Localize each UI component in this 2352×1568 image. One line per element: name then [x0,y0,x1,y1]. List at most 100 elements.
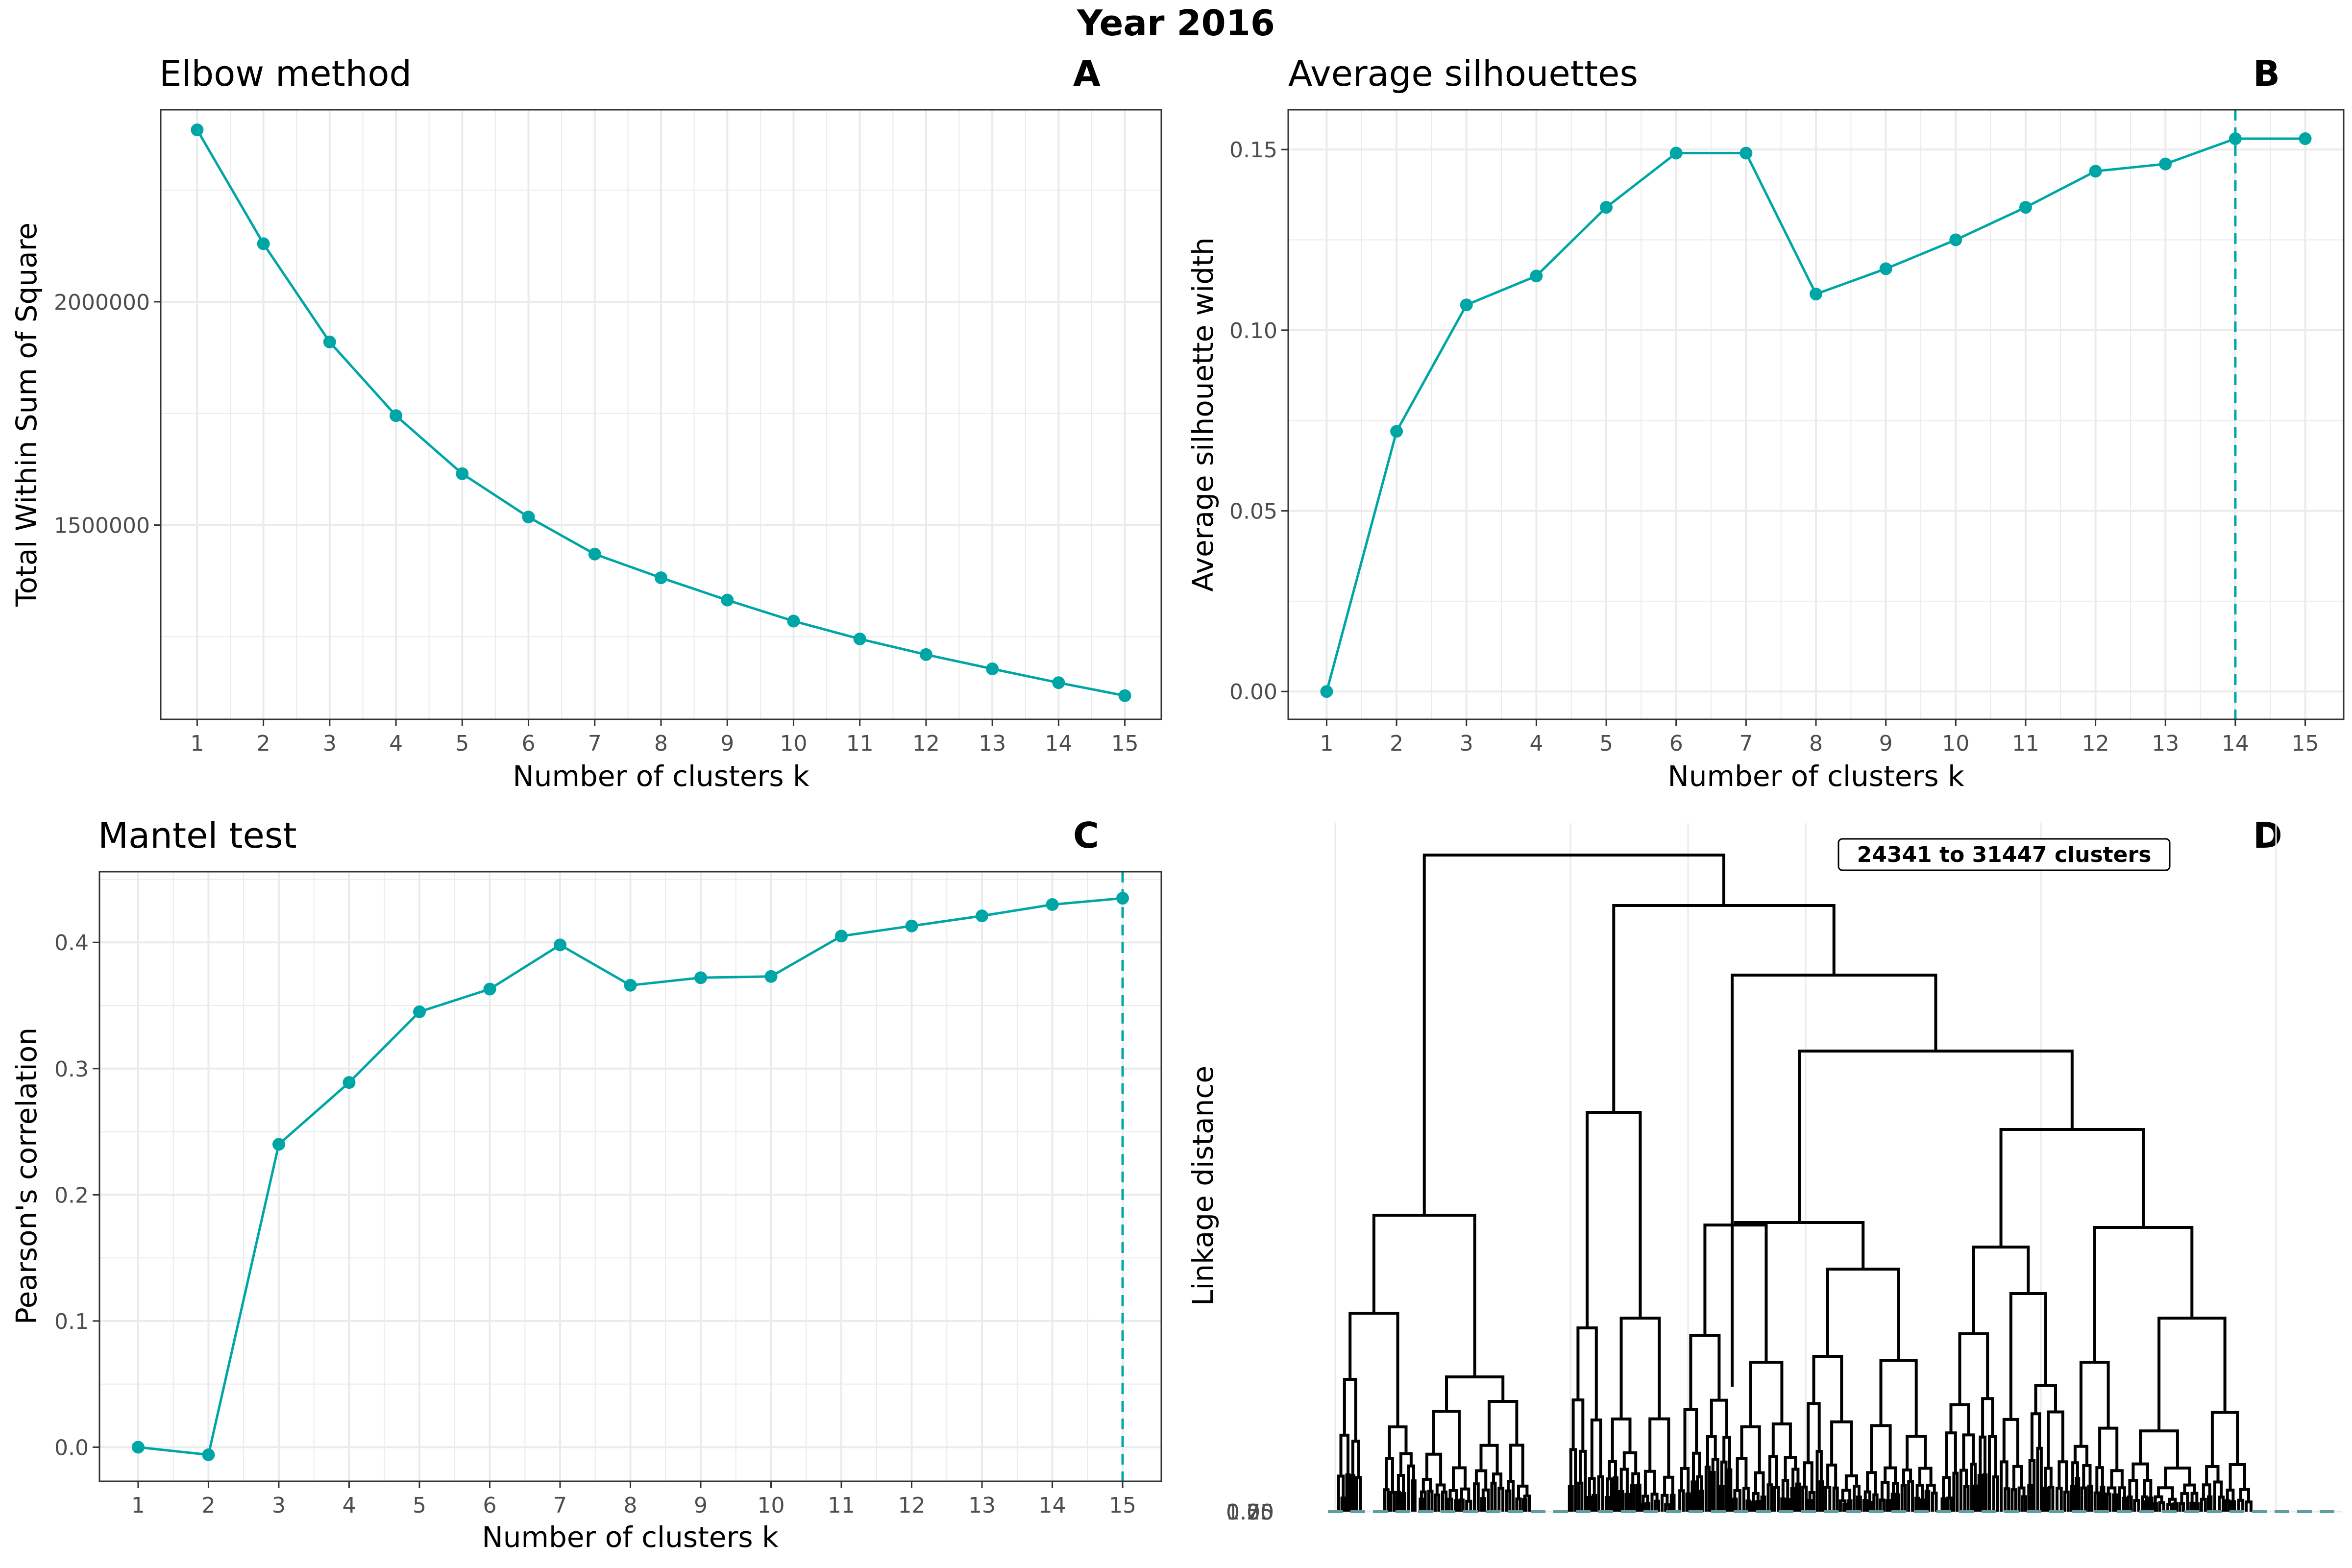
panel-b-x-tick-label: 14 [2222,731,2249,756]
panel-b-x-tick-label: 11 [2012,731,2039,756]
panel-dendrogram: D 0.000.250.500.751.00 24341 to 31447 cl… [1186,815,2342,1525]
panel-a-x-tick-label: 12 [912,731,940,756]
panel-c-y-tick-label: 0.4 [54,931,89,956]
panel-c-data-point [1116,892,1129,905]
panel-b-y-tick-label: 0.15 [1229,138,1277,163]
panel-d-y-tick-label: 0.75 [1226,1500,1274,1525]
panel-c-marks [131,872,1129,1481]
panel-b-x-tick-label: 5 [1599,731,1613,756]
panel-a-tag: A [1073,53,1101,94]
panel-c-ticks: 1 2 3 4 5 6 7 8 9 10 11 12 13 14 150.00.10.20.30.4 [54,931,1136,1518]
panel-a-x-tick-label: 10 [780,731,807,756]
panel-d-y-tick-label: 1.00 [1226,1500,1274,1525]
panel-average-silhouettes: Average silhouettes B 1 2 3 4 5 6 7 8 9 10 11 12 13 1… [1186,53,2345,793]
panel-a-data-point [721,593,734,607]
panel-b-data-point [1949,233,1962,246]
panel-c-x-tick-label: 9 [694,1493,708,1518]
panel-a-data-point [588,547,601,561]
panel-c-tag: C [1073,815,1099,856]
panel-a-data-point [390,409,403,422]
panel-a-data-point [456,467,469,480]
panel-a-x-tick-label: 11 [846,731,874,756]
panel-c-data-point [624,979,637,992]
panel-c-data-point [202,1448,215,1461]
panel-a-data-point [323,335,336,348]
panel-a-data-point [655,571,667,585]
panel-a-x-tick-label: 14 [1045,731,1072,756]
panel-c-x-tick-label: 8 [624,1493,637,1518]
panel-b-data-point [2089,165,2102,178]
panel-c-x-tick-label: 12 [898,1493,926,1518]
panel-a-data-point [191,123,204,137]
panel-b-data-point [2229,132,2242,145]
panel-a-x-tick-label: 13 [979,731,1006,756]
panel-c-y-tick-label: 0.3 [54,1057,89,1082]
panel-a-data-point [853,632,866,645]
panel-b-x-axis-title: Number of clusters k [1667,760,1964,793]
panel-b-data-point [1879,262,1892,275]
panel-b-x-tick-label: 9 [1879,731,1893,756]
panel-a-data-point [522,511,535,524]
panel-c-title: Mantel test [98,815,297,856]
cluster-range-label: 24341 to 31447 clusters [1838,838,2171,871]
panel-b-ticks: 1 2 3 4 5 6 7 8 9 10 11 12 13 14 150.000.050.100.15 [1229,138,2319,756]
panel-b-x-tick-label: 12 [2082,731,2109,756]
panel-b-x-tick-label: 10 [1942,731,1969,756]
panel-c-data-point [694,971,708,984]
panel-c-data-point [272,1138,285,1151]
panel-a-x-tick-label: 9 [720,731,734,756]
panel-mantel-test: Mantel test C 1 2 3 4 5 6 7 8 9 10 11 12 13 14 150.00.… [10,815,1162,1554]
panel-b-grid [1288,110,2344,719]
panel-b-data-point [1740,147,1753,160]
panel-b-y-axis-title: Average silhouette width [1186,237,1220,591]
panel-c-x-tick-label: 15 [1109,1493,1136,1518]
panel-c-data-point [976,909,989,923]
panel-a-title: Elbow method [159,53,412,94]
panel-c-x-tick-label: 11 [828,1493,855,1518]
panel-a-x-tick-label: 2 [257,731,270,756]
panel-b-x-tick-label: 13 [2152,731,2179,756]
panel-c-y-tick-label: 0.2 [54,1183,89,1208]
panel-b-x-tick-label: 6 [1669,731,1683,756]
panel-b-x-tick-label: 1 [1320,731,1333,756]
panel-c-y-tick-label: 0.0 [54,1435,89,1460]
panel-c-data-point [764,970,778,983]
panel-c-data-point [413,1005,426,1018]
panel-a-data-point [986,662,999,676]
panel-a-x-tick-label: 7 [588,731,602,756]
panel-a-data-point [919,648,932,661]
panel-a-x-tick-label: 15 [1111,731,1139,756]
panel-c-x-tick-label: 3 [272,1493,286,1518]
panel-b-x-tick-label: 4 [1529,731,1543,756]
panel-a-x-tick-label: 5 [455,731,469,756]
figure-title: Year 2016 [1077,2,1275,44]
panel-c-data-point [343,1076,356,1089]
panel-a-y-axis-title: Total Within Sum of Square [10,222,43,607]
panel-c-data-point [553,938,566,952]
panel-c-x-tick-label: 6 [483,1493,496,1518]
panel-a-x-tick-label: 4 [389,731,403,756]
panel-b-data-point [1600,201,1613,214]
panel-c-x-tick-label: 10 [758,1493,785,1518]
panel-b-x-tick-label: 7 [1739,731,1753,756]
panel-b-data-point [1810,288,1822,301]
cluster-range-label-box [1838,838,2171,871]
panel-b-x-tick-label: 3 [1460,731,1473,756]
panel-a-data-point [787,614,800,628]
panel-a-x-tick-label: 1 [190,731,204,756]
panel-b-x-tick-label: 2 [1390,731,1403,756]
panel-b-data-point [2019,201,2032,214]
panel-d-ticks: 0.000.250.500.751.00 [1226,1500,1274,1525]
panel-b-data-point [1320,685,1333,698]
panel-b-data-point [1460,298,1473,312]
panel-a-grid [161,110,1161,719]
panel-c-y-axis-title: Pearson's correlation [10,1028,43,1324]
panel-d-y-axis-title: Linkage distance [1186,1066,1220,1306]
panel-a-marks [191,123,1131,702]
cluster-range-label-text: 24341 to 31447 clusters [1857,842,2152,867]
panel-b-marks [1320,110,2312,719]
panel-b-x-tick-label: 8 [1809,731,1823,756]
